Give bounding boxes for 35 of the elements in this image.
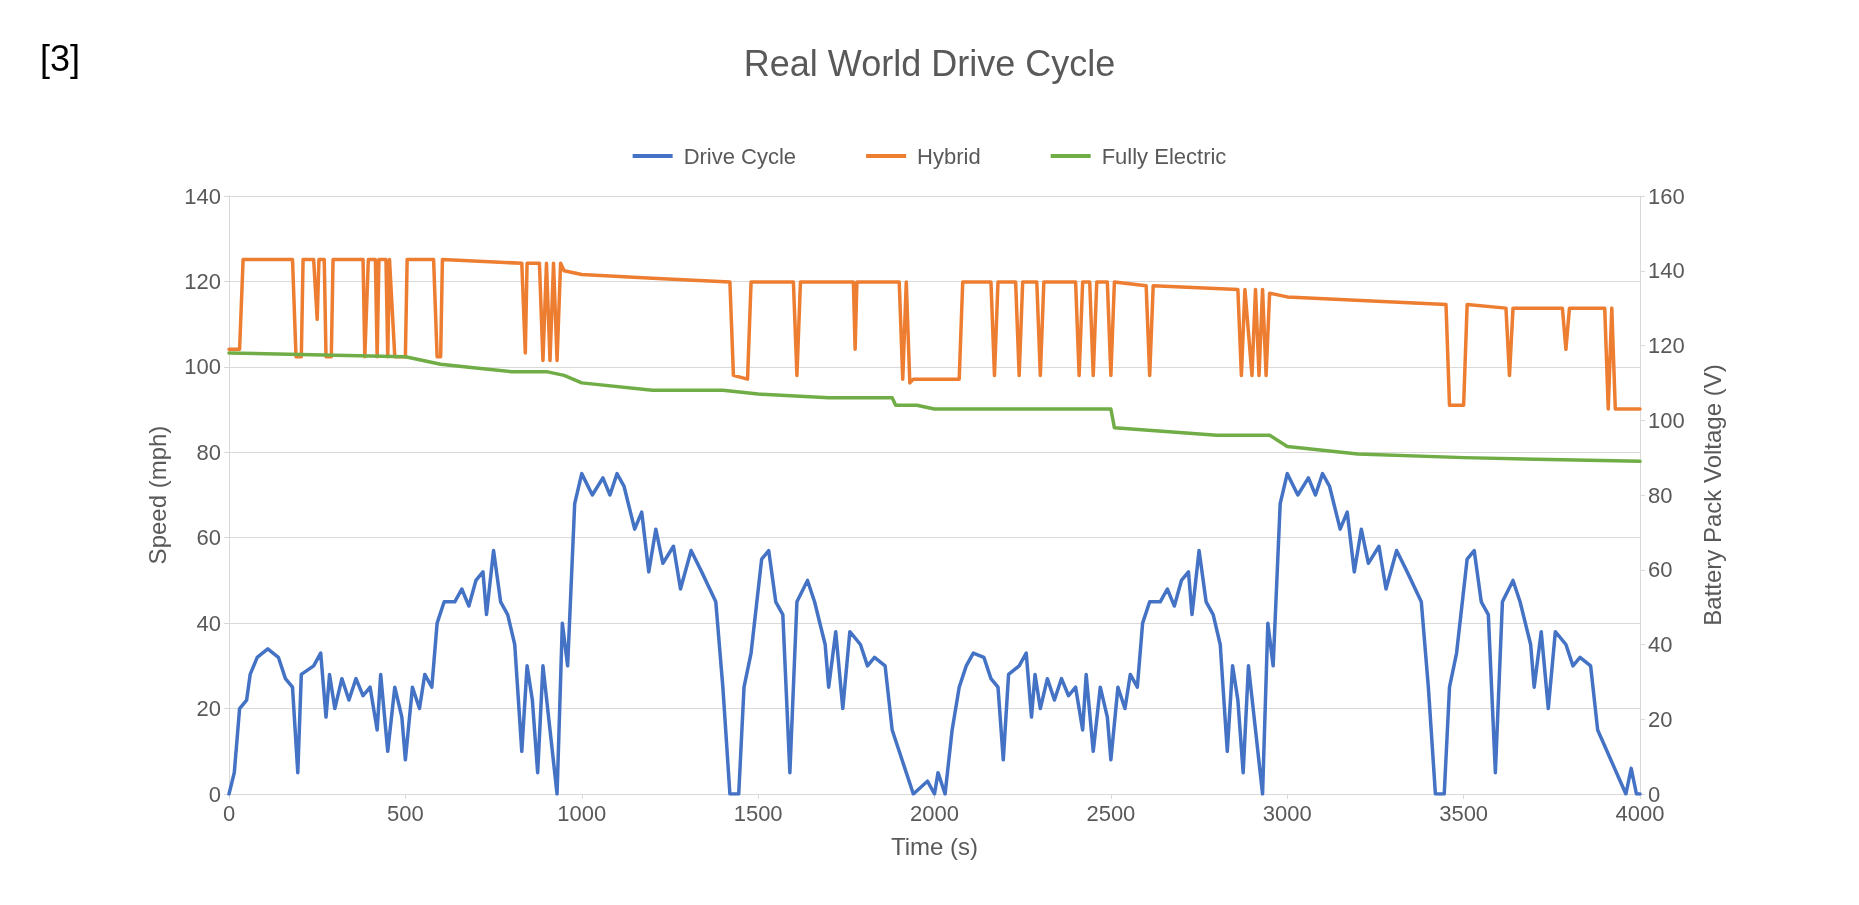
y2-tick-label: 40 bbox=[1648, 632, 1673, 657]
y2-tick-label: 0 bbox=[1648, 781, 1661, 807]
y2-tick-label: 120 bbox=[1648, 333, 1685, 358]
x-tick-label: 3000 bbox=[1262, 800, 1312, 826]
x-tick-label: 1500 bbox=[733, 800, 783, 826]
y2-tick-label: 80 bbox=[1648, 482, 1673, 508]
legend-label: Drive Cycle bbox=[683, 143, 797, 169]
y2-tick-label: 160 bbox=[1648, 183, 1685, 209]
y-tick-label: 80 bbox=[196, 439, 221, 465]
x-tick-label: 1000 bbox=[557, 800, 607, 826]
y-tick-label: 120 bbox=[184, 268, 221, 294]
y-tick-label: 0 bbox=[208, 781, 221, 807]
line-series bbox=[227, 257, 1642, 411]
y-tick-label: 60 bbox=[196, 525, 221, 551]
x-tick-label: 3500 bbox=[1439, 800, 1489, 826]
legend-label: Hybrid bbox=[917, 143, 981, 169]
x-axis-title: Time (s) bbox=[890, 832, 979, 860]
y-tick-label: 140 bbox=[184, 183, 221, 209]
text: [3] bbox=[40, 38, 81, 80]
y2-tick-label: 60 bbox=[1648, 557, 1673, 583]
x-tick-label: 500 bbox=[387, 800, 424, 826]
x-tick-label: 2500 bbox=[1086, 800, 1136, 826]
chart-title: Real World Drive Cycle bbox=[743, 42, 1116, 84]
y-axis-title: Speed (mph) bbox=[143, 425, 171, 565]
line-series bbox=[227, 351, 1642, 464]
y2-tick-label: 100 bbox=[1648, 407, 1685, 433]
y2-axis-title: Battery Pack Voltage (V) bbox=[1698, 364, 1726, 626]
y-tick-label: 40 bbox=[196, 610, 221, 636]
line-series bbox=[227, 471, 1642, 796]
y2-tick-label: 20 bbox=[1648, 706, 1673, 732]
legend-label: Fully Electric bbox=[1101, 143, 1227, 169]
y2-tick-label: 140 bbox=[1648, 258, 1685, 284]
y-tick-label: 100 bbox=[184, 354, 221, 380]
x-tick-label: 2000 bbox=[910, 800, 959, 826]
y-tick-label: 20 bbox=[196, 696, 221, 722]
